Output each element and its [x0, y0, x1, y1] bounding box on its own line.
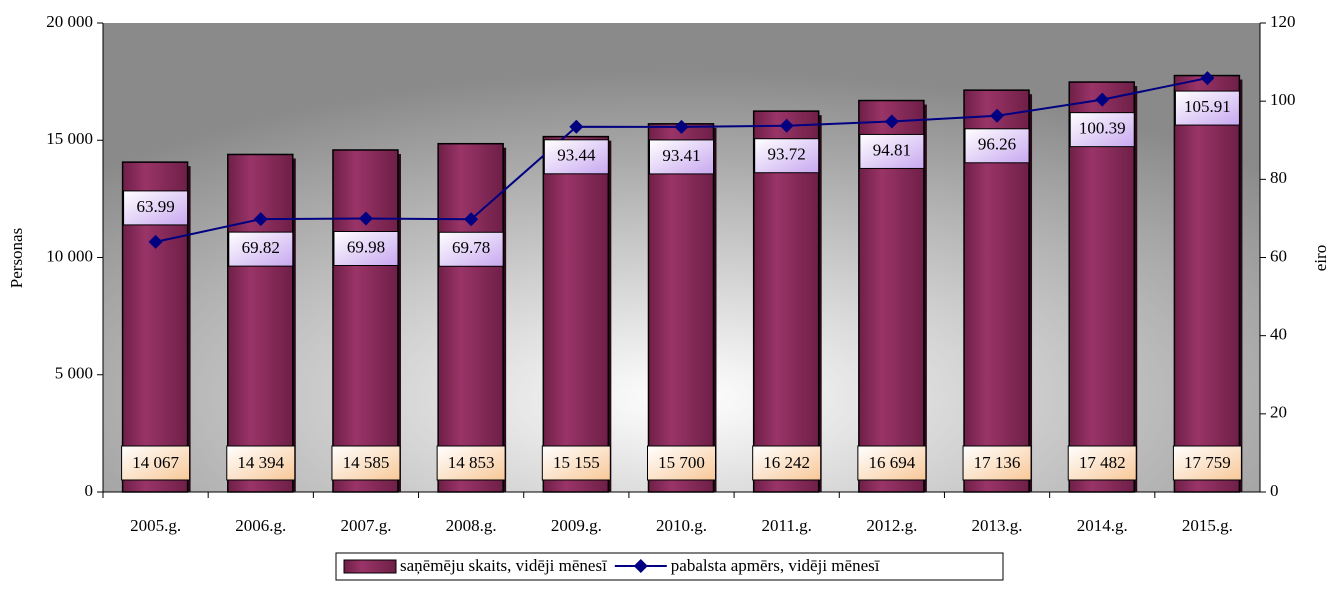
y-axis-label: Personas: [7, 228, 26, 288]
x-tick-label: 2013.g.: [972, 516, 1023, 535]
line-marker: [1200, 71, 1215, 86]
line-marker: [779, 118, 794, 133]
data-label: 69.78: [452, 238, 490, 257]
y2-tick-label: 0: [1270, 481, 1279, 500]
data-label-box: [436, 445, 506, 481]
data-label-box: [754, 138, 820, 174]
data-label-box: [1174, 90, 1240, 126]
data-label-box: [857, 445, 927, 481]
line-marker: [464, 212, 479, 227]
x-tick-label: 2009.g.: [551, 516, 602, 535]
data-label-box: [1069, 112, 1135, 148]
x-tick-label: 2007.g.: [340, 516, 391, 535]
data-label-box: [1067, 445, 1137, 481]
data-label-box: [543, 139, 609, 175]
line-marker: [358, 211, 373, 226]
data-label-box: [859, 133, 925, 169]
data-label: 93.44: [557, 146, 596, 165]
bar: [542, 135, 610, 493]
x-tick-label: 2006.g.: [235, 516, 286, 535]
y-tick-label: 5 000: [55, 364, 93, 383]
legend-marker: [633, 559, 648, 573]
y2-tick-label: 120: [1270, 12, 1296, 31]
data-label: 17 759: [1184, 453, 1231, 472]
y-tick-label: 0: [85, 481, 94, 500]
data-label: 14 853: [448, 453, 495, 472]
data-label: 93.72: [768, 145, 806, 164]
y-tick-label: 10 000: [46, 246, 93, 265]
legend-label: saņēmēju skaits, vidēji mēnesī: [400, 556, 607, 575]
data-label-box: [121, 445, 191, 481]
y2-tick-label: 40: [1270, 325, 1287, 344]
data-label: 15 155: [553, 453, 600, 472]
data-label: 93.41: [662, 146, 700, 165]
data-label: 16 694: [868, 453, 915, 472]
data-label-box: [228, 231, 294, 267]
bar: [332, 149, 399, 493]
y-tick-label: 15 000: [46, 129, 93, 148]
bar: [437, 142, 504, 493]
y2-tick-label: 20: [1270, 403, 1287, 422]
data-label-box: [541, 445, 611, 481]
y2-tick-label: 80: [1270, 168, 1287, 187]
data-label: 69.82: [242, 238, 280, 257]
data-label-box: [1172, 445, 1242, 481]
line-marker: [1095, 92, 1110, 107]
data-label-box: [752, 445, 822, 481]
y2-axis-label: eiro: [1311, 245, 1330, 271]
data-label: 14 067: [132, 453, 179, 472]
data-label: 16 242: [763, 453, 810, 472]
y2-tick-label: 60: [1270, 246, 1287, 265]
x-tick-label: 2010.g.: [656, 516, 707, 535]
y-tick-label: 20 000: [46, 12, 93, 31]
data-label: 14 394: [237, 453, 284, 472]
data-label: 105.91: [1184, 97, 1231, 116]
x-tick-label: 2012.g.: [866, 516, 917, 535]
data-label: 14 585: [343, 453, 390, 472]
data-label: 17 482: [1079, 453, 1126, 472]
line-marker: [990, 108, 1005, 123]
data-label-box: [964, 128, 1030, 164]
bar: [227, 153, 294, 493]
data-label: 94.81: [873, 140, 911, 159]
data-label-box: [438, 231, 504, 267]
data-label-box: [226, 445, 296, 481]
legend: [335, 552, 1004, 581]
data-label: 63.99: [136, 197, 174, 216]
line-marker: [569, 119, 584, 134]
data-label: 96.26: [978, 135, 1016, 154]
line-marker: [674, 119, 689, 134]
line-marker: [148, 234, 163, 249]
bar: [752, 110, 820, 493]
data-label-box: [123, 190, 189, 226]
data-label-box: [331, 445, 401, 481]
data-label: 15 700: [658, 453, 705, 472]
line-marker: [253, 212, 268, 227]
bar: [647, 123, 715, 493]
line-marker: [884, 114, 899, 129]
data-label-box: [649, 139, 714, 175]
legend-swatch: [343, 559, 397, 574]
data-label-box: [333, 230, 399, 266]
legend-label: pabalsta apmērs, vidēji mēnesī: [671, 556, 880, 575]
data-label: 100.39: [1079, 119, 1126, 138]
data-label-box: [647, 445, 716, 481]
bar: [1068, 81, 1135, 493]
x-tick-label: 2014.g.: [1077, 516, 1128, 535]
x-tick-label: 2008.g.: [446, 516, 497, 535]
x-tick-label: 2011.g.: [761, 516, 811, 535]
x-tick-label: 2015.g.: [1182, 516, 1233, 535]
data-label: 69.98: [347, 237, 385, 256]
data-label: 17 136: [974, 453, 1021, 472]
x-tick-label: 2005.g.: [130, 516, 181, 535]
bar: [1173, 74, 1241, 493]
y2-tick-label: 100: [1270, 90, 1296, 109]
data-label-box: [962, 445, 1032, 481]
